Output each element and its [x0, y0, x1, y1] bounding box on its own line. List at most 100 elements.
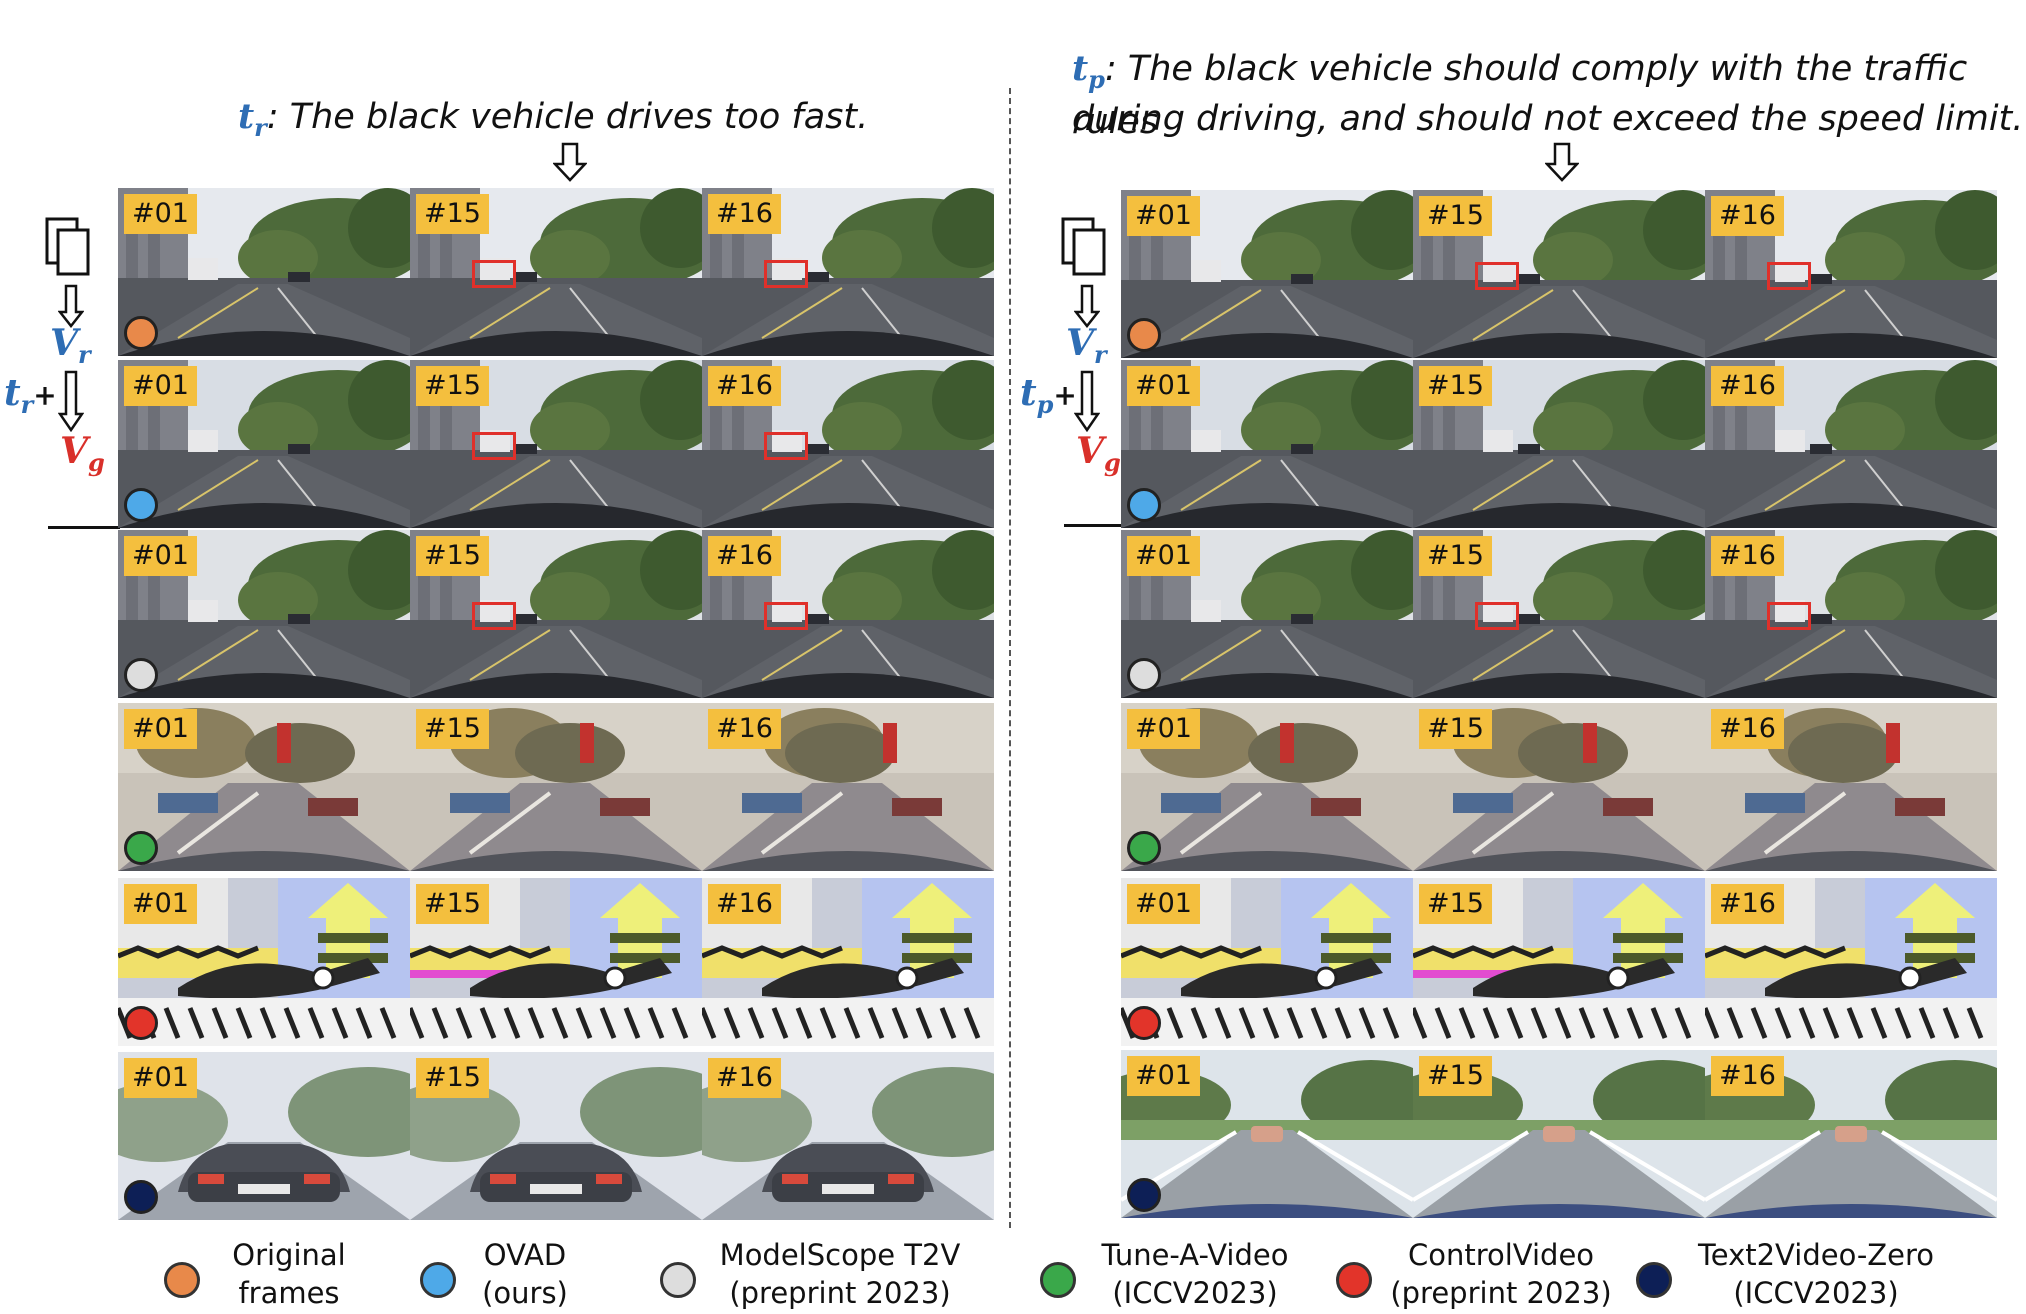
frame-number-badge: #15: [416, 1058, 489, 1098]
frame-number-badge: #15: [416, 709, 489, 749]
right-vr-letter: V: [1066, 322, 1094, 364]
frame-number-badge: #01: [124, 884, 197, 924]
right-frame-row4-col2: #15: [1413, 703, 1705, 871]
left-vg-sub: g: [87, 448, 105, 478]
right-caption-line2: during driving, and should not exceed th…: [1072, 99, 2024, 139]
legend-label-line1: Text2Video-Zero: [1697, 1238, 1935, 1272]
right-frame-row1-col1: #01: [1121, 190, 1413, 358]
left-down-arrow-icon: [553, 142, 587, 182]
right-frame-row6-col1: #01: [1121, 1050, 1413, 1218]
frame-number-badge: #15: [1419, 196, 1492, 236]
legend-color-dot: [1336, 1262, 1372, 1298]
right-plus-sign: +: [1053, 379, 1077, 412]
right-frame-row5-col1: #01: [1121, 878, 1413, 1046]
right-vg-sub: g: [1103, 448, 1121, 478]
frame-number-badge: #01: [124, 709, 197, 749]
left-frame-row4-col3: #16: [702, 703, 994, 871]
legend-label-line2: frames: [238, 1276, 340, 1310]
right-caption-symbol-sub: p: [1088, 65, 1105, 94]
vehicle-bounding-box: [1767, 602, 1811, 630]
right-tplus-sub: p: [1036, 390, 1054, 420]
left-vr-letter: V: [50, 322, 78, 364]
legend-label-line2: (ours): [482, 1276, 568, 1310]
method-color-dot: [124, 316, 158, 350]
frame-number-badge: #15: [1419, 709, 1492, 749]
legend-label: OVAD (ours): [470, 1236, 580, 1312]
left-caption: tr: The black vehicle drives too fast.: [238, 96, 868, 149]
panel-divider: [1009, 88, 1011, 1228]
frame-number-badge: #16: [708, 709, 781, 749]
legend-label-line1: ControlVideo: [1407, 1238, 1595, 1272]
frame-number-badge: #01: [1127, 709, 1200, 749]
right-vr-sub: r: [1093, 340, 1107, 370]
method-color-dot: [1127, 488, 1161, 522]
vehicle-bounding-box: [472, 602, 516, 630]
right-frame-row5-col3: #16: [1705, 878, 1997, 1046]
left-caption-symbol-sub: r: [254, 113, 267, 142]
frame-number-badge: #01: [1127, 884, 1200, 924]
frame-number-badge: #15: [1419, 1056, 1492, 1096]
frame-number-badge: #01: [124, 366, 197, 406]
legend-color-dot: [420, 1262, 456, 1298]
legend-color-dot: [1636, 1262, 1672, 1298]
left-frame-row6-col3: #16: [702, 1052, 994, 1220]
left-frame-row2-col2: #15: [410, 360, 702, 528]
frame-number-badge: #15: [416, 366, 489, 406]
legend-color-dot: [164, 1262, 200, 1298]
legend-label-line2: (preprint 2023): [1390, 1276, 1612, 1310]
left-plus-sign: +: [33, 379, 57, 412]
left-tplus-letter: t: [4, 372, 21, 414]
right-arrow-2-icon: [1074, 370, 1100, 432]
left-frame-row1-col1: #01: [118, 188, 410, 356]
method-color-dot: [124, 488, 158, 522]
method-color-dot: [1127, 831, 1161, 865]
frame-number-badge: #16: [1711, 196, 1784, 236]
vehicle-bounding-box: [1475, 602, 1519, 630]
frame-number-badge: #15: [1419, 884, 1492, 924]
frame-number-badge: #01: [124, 1058, 197, 1098]
right-frame-row2-col2: #15: [1413, 360, 1705, 528]
left-frame-row5-col1: #01: [118, 878, 410, 1046]
left-frame-row4-col2: #15: [410, 703, 702, 871]
right-frame-row1-col3: #16: [1705, 190, 1997, 358]
right-vg-letter: V: [1076, 430, 1104, 472]
left-caption-symbol: tr: [238, 96, 267, 142]
legend-label-line2: (preprint 2023): [729, 1276, 951, 1310]
right-caption-line1: tp: The black vehicle should comply with…: [1072, 48, 2026, 143]
right-arrow-1-icon: [1074, 284, 1100, 328]
right-frame-row6-col2: #15: [1413, 1050, 1705, 1218]
frame-number-badge: #16: [1711, 1056, 1784, 1096]
right-separator-line: [1064, 524, 1136, 527]
legend-label: Text2Video-Zero (ICCV2023): [1686, 1236, 1946, 1312]
right-frame-row1-col2: #15: [1413, 190, 1705, 358]
frame-number-badge: #16: [1711, 884, 1784, 924]
left-vr-sub: r: [77, 340, 91, 370]
frame-number-badge: #16: [1711, 366, 1784, 406]
right-frames-stack-icon: [1061, 217, 1106, 276]
vehicle-bounding-box: [764, 260, 808, 288]
right-frame-row5-col2: #15: [1413, 878, 1705, 1046]
right-tplus-label: tp+: [1020, 372, 1077, 419]
vehicle-bounding-box: [472, 432, 516, 460]
frame-number-badge: #01: [124, 536, 197, 576]
right-caption-text-1: : The black vehicle should comply with t…: [1072, 49, 1968, 142]
method-color-dot: [124, 1180, 158, 1214]
left-arrow-2-icon: [58, 370, 84, 432]
left-frame-row5-col3: #16: [702, 878, 994, 1046]
frame-number-badge: #15: [416, 884, 489, 924]
legend-label-line1: Original: [232, 1238, 346, 1272]
frame-number-badge: #01: [124, 194, 197, 234]
left-tplus-label: tr+: [4, 372, 57, 419]
frame-number-badge: #01: [1127, 1056, 1200, 1096]
legend-label-line1: Tune-A-Video: [1101, 1238, 1289, 1272]
legend-label-line2: (ICCV2023): [1733, 1276, 1899, 1310]
right-caption-symbol-letter: t: [1072, 48, 1089, 89]
right-caption-symbol: tp: [1072, 48, 1105, 94]
left-frame-row2-col3: #16: [702, 360, 994, 528]
method-color-dot: [124, 831, 158, 865]
legend-label-line2: (ICCV2023): [1112, 1276, 1278, 1310]
method-color-dot: [1127, 1178, 1161, 1212]
right-down-arrow-icon: [1545, 142, 1579, 182]
right-frame-row2-col1: #01: [1121, 360, 1413, 528]
vehicle-bounding-box: [472, 260, 516, 288]
